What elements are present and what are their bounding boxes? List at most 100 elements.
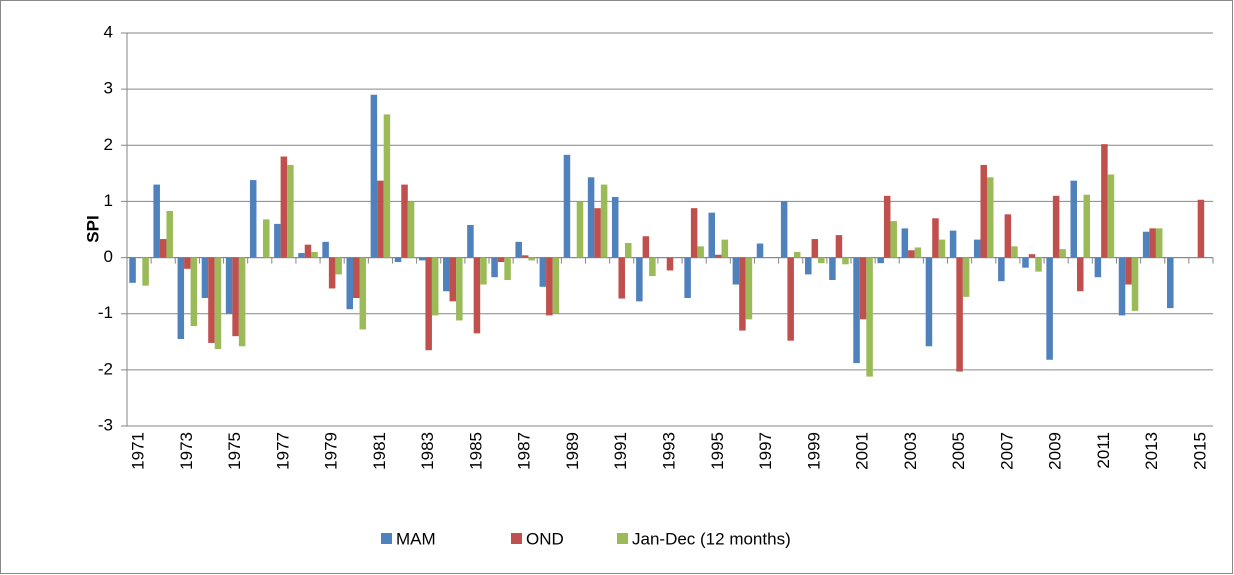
bar bbox=[153, 184, 160, 258]
bar bbox=[938, 239, 946, 258]
bar bbox=[1101, 144, 1108, 258]
x-tick-label: 2013 bbox=[1142, 432, 1161, 470]
bar bbox=[636, 257, 643, 302]
bar bbox=[835, 235, 843, 258]
bar bbox=[853, 257, 860, 364]
bar bbox=[1155, 228, 1163, 258]
x-tick-label: 1979 bbox=[322, 432, 341, 470]
bar bbox=[866, 257, 873, 377]
x-tick-label: 2005 bbox=[949, 432, 968, 470]
bar bbox=[666, 257, 674, 271]
bar bbox=[214, 257, 222, 350]
bar bbox=[883, 195, 891, 258]
bar bbox=[370, 94, 378, 258]
bar bbox=[142, 257, 149, 286]
bar bbox=[1077, 257, 1084, 292]
bar bbox=[1107, 174, 1115, 258]
legend-label: Jan-Dec (12 months) bbox=[632, 529, 791, 548]
bar bbox=[877, 257, 884, 264]
bar bbox=[456, 257, 463, 321]
bar bbox=[829, 257, 836, 281]
bar bbox=[166, 210, 173, 258]
bar bbox=[708, 212, 716, 258]
x-tick-label: 2015 bbox=[1190, 432, 1209, 470]
bar bbox=[1094, 257, 1102, 278]
bar bbox=[328, 257, 336, 289]
bar bbox=[1011, 246, 1018, 258]
x-tick-label: 1985 bbox=[466, 432, 485, 470]
bar bbox=[697, 246, 704, 258]
bar bbox=[980, 164, 987, 258]
bar bbox=[1046, 257, 1053, 360]
bar bbox=[890, 221, 897, 258]
y-tick-label: 1 bbox=[104, 191, 113, 210]
legend-swatch bbox=[381, 533, 392, 544]
x-tick-label: 1997 bbox=[756, 432, 775, 470]
bar bbox=[497, 257, 505, 263]
bar bbox=[932, 218, 939, 258]
bar bbox=[1083, 194, 1091, 258]
legend-label: OND bbox=[526, 529, 564, 548]
bar bbox=[346, 257, 354, 310]
bar bbox=[956, 257, 963, 372]
bar bbox=[811, 239, 819, 258]
bar bbox=[449, 257, 457, 302]
bar bbox=[539, 257, 547, 287]
x-tick-label: 1973 bbox=[177, 432, 196, 470]
bar bbox=[322, 241, 329, 258]
bar bbox=[642, 236, 650, 258]
bar bbox=[842, 257, 849, 265]
bar bbox=[467, 225, 474, 258]
bar bbox=[1070, 180, 1078, 258]
bar bbox=[649, 257, 656, 277]
bar bbox=[690, 208, 698, 258]
bar bbox=[715, 254, 722, 258]
x-tick-label: 1999 bbox=[804, 432, 823, 470]
bar bbox=[721, 239, 729, 258]
bar bbox=[249, 180, 257, 258]
legend-swatch bbox=[617, 533, 628, 544]
bar bbox=[208, 257, 215, 343]
bar bbox=[238, 257, 246, 347]
y-tick-label: 0 bbox=[104, 247, 113, 266]
bar bbox=[576, 201, 584, 258]
bar bbox=[563, 154, 571, 258]
bar bbox=[859, 257, 867, 320]
bar bbox=[732, 257, 740, 285]
x-tick-label: 1993 bbox=[659, 432, 678, 470]
y-tick-label: -3 bbox=[98, 415, 113, 434]
bar bbox=[443, 257, 450, 292]
bar bbox=[624, 242, 632, 258]
bar bbox=[756, 243, 764, 258]
y-tick-label: 4 bbox=[104, 22, 113, 41]
legend-swatch bbox=[511, 533, 522, 544]
bar bbox=[925, 257, 933, 347]
bar bbox=[1142, 231, 1150, 258]
x-tick-label: 1981 bbox=[370, 432, 389, 470]
bar bbox=[335, 257, 342, 275]
bar bbox=[528, 257, 535, 261]
x-tick-label: 1975 bbox=[225, 432, 244, 470]
y-tick-label: -2 bbox=[98, 359, 113, 378]
bar bbox=[311, 251, 318, 258]
bar bbox=[618, 257, 625, 299]
bar bbox=[1004, 214, 1012, 258]
bar bbox=[401, 184, 408, 258]
bar bbox=[491, 257, 498, 278]
bar bbox=[745, 257, 753, 320]
bar bbox=[949, 230, 957, 258]
bar bbox=[287, 164, 294, 258]
bar bbox=[1052, 195, 1060, 258]
bar bbox=[504, 257, 511, 281]
bar bbox=[684, 257, 691, 298]
x-tick-label: 1983 bbox=[418, 432, 437, 470]
bar bbox=[805, 257, 812, 275]
bar bbox=[280, 156, 288, 258]
bar bbox=[594, 208, 601, 258]
bar bbox=[480, 257, 487, 285]
bar bbox=[394, 257, 402, 263]
bar bbox=[1028, 254, 1036, 258]
bar bbox=[418, 257, 426, 261]
bar bbox=[359, 257, 367, 330]
bar bbox=[611, 196, 619, 258]
